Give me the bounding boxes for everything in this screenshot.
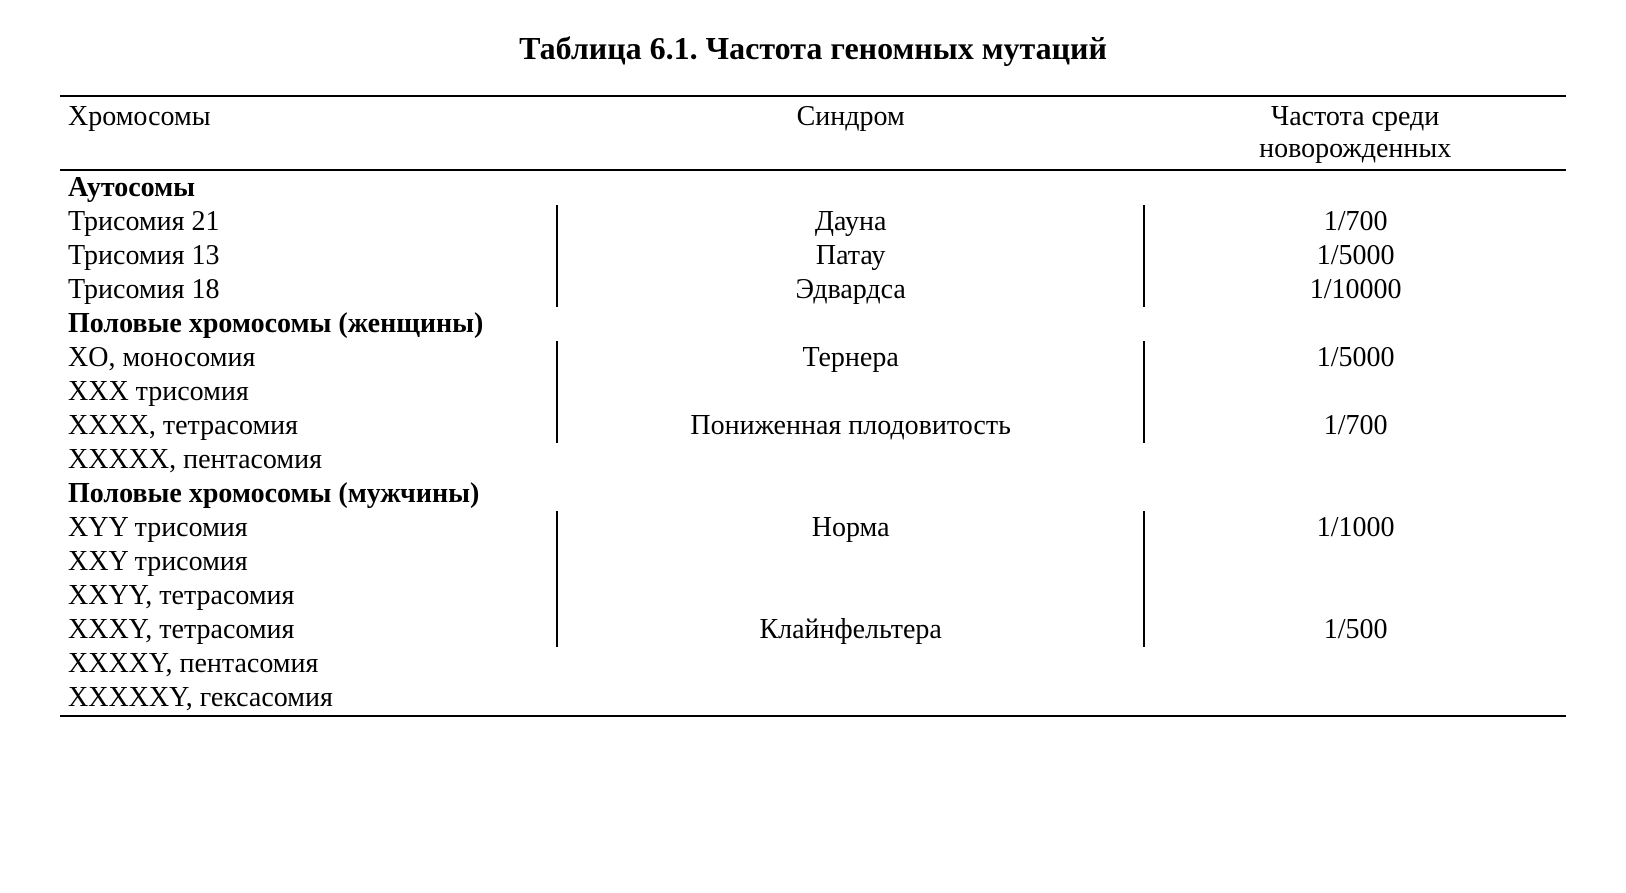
section-male: Половые хромосомы (мужчины) [60, 477, 1566, 511]
cell-syndrome: Патау [557, 239, 1144, 273]
cell-frequency: 1/700 [1144, 409, 1566, 443]
table-row: XXXXY, пентасомия [60, 647, 1566, 681]
cell-chromosome: XXXXY, пентасомия [60, 647, 557, 681]
cell-chromosome: XXX трисомия [60, 375, 557, 409]
cell-syndrome: Дауна [557, 205, 1144, 239]
cell-chromosome: XXY трисомия [60, 545, 557, 579]
mutations-table: Хромосомы Синдром Частота среди новорожд… [60, 95, 1566, 717]
table-title: Таблица 6.1. Частота геномных мутаций [60, 30, 1566, 67]
section-autosomes-heading: Аутосомы [60, 170, 1566, 205]
cell-frequency [1144, 647, 1566, 681]
cell-frequency [1144, 375, 1566, 409]
table-row: XXX трисомия [60, 375, 1566, 409]
cell-syndrome: Тернера [557, 341, 1144, 375]
header-frequency: Частота среди новорожденных [1144, 96, 1566, 170]
cell-syndrome: Эдвардса [557, 273, 1144, 307]
cell-frequency: 1/10000 [1144, 273, 1566, 307]
table-row: XO, моносомия Тернера 1/5000 [60, 341, 1566, 375]
table-row: XXXX, тетрасомия Пониженная плодовитость… [60, 409, 1566, 443]
section-female: Половые хромосомы (женщины) [60, 307, 1566, 341]
table-row: Трисомия 13 Патау 1/5000 [60, 239, 1566, 273]
section-autosomes: Аутосомы [60, 170, 1566, 205]
table-row: XXXXXY, гексасомия [60, 681, 1566, 716]
cell-syndrome: Клайнфельтера [557, 613, 1144, 647]
section-female-heading: Половые хромосомы (женщины) [60, 307, 1566, 341]
cell-syndrome [557, 579, 1144, 613]
cell-syndrome [557, 647, 1144, 681]
cell-syndrome: Пониженная плодовитость [557, 409, 1144, 443]
header-frequency-line2: новорожденных [1259, 133, 1451, 164]
header-chromosomes: Хромосомы [60, 96, 557, 170]
cell-frequency [1144, 443, 1566, 477]
section-male-heading: Половые хромосомы (мужчины) [60, 477, 1566, 511]
cell-chromosome: XYY трисомия [60, 511, 557, 545]
table-row: XXY трисомия [60, 545, 1566, 579]
cell-chromosome: XXXX, тетрасомия [60, 409, 557, 443]
cell-chromosome: Трисомия 13 [60, 239, 557, 273]
cell-chromosome: XXXY, тетрасомия [60, 613, 557, 647]
cell-frequency: 1/5000 [1144, 239, 1566, 273]
cell-chromosome: XO, моносомия [60, 341, 557, 375]
cell-chromosome: XXXXX, пентасомия [60, 443, 557, 477]
header-frequency-line1: Частота среди [1271, 101, 1439, 132]
cell-syndrome [557, 681, 1144, 716]
cell-chromosome: Трисомия 18 [60, 273, 557, 307]
table-row: XXYY, тетрасомия [60, 579, 1566, 613]
header-row: Хромосомы Синдром Частота среди новорожд… [60, 96, 1566, 170]
cell-frequency [1144, 681, 1566, 716]
table-row: Трисомия 21 Дауна 1/700 [60, 205, 1566, 239]
table-row: XXXY, тетрасомия Клайнфельтера 1/500 [60, 613, 1566, 647]
table-row: XYY трисомия Норма 1/1000 [60, 511, 1566, 545]
cell-chromosome: Трисомия 21 [60, 205, 557, 239]
cell-frequency: 1/500 [1144, 613, 1566, 647]
cell-syndrome: Норма [557, 511, 1144, 545]
cell-chromosome: XXYY, тетрасомия [60, 579, 557, 613]
cell-frequency [1144, 579, 1566, 613]
cell-frequency: 1/700 [1144, 205, 1566, 239]
header-syndrome: Синдром [557, 96, 1144, 170]
table-row: Трисомия 18 Эдвардса 1/10000 [60, 273, 1566, 307]
cell-frequency: 1/1000 [1144, 511, 1566, 545]
table-row: XXXXX, пентасомия [60, 443, 1566, 477]
cell-syndrome [557, 443, 1144, 477]
cell-frequency [1144, 545, 1566, 579]
cell-chromosome: XXXXXY, гексасомия [60, 681, 557, 716]
cell-frequency: 1/5000 [1144, 341, 1566, 375]
cell-syndrome [557, 375, 1144, 409]
cell-syndrome [557, 545, 1144, 579]
